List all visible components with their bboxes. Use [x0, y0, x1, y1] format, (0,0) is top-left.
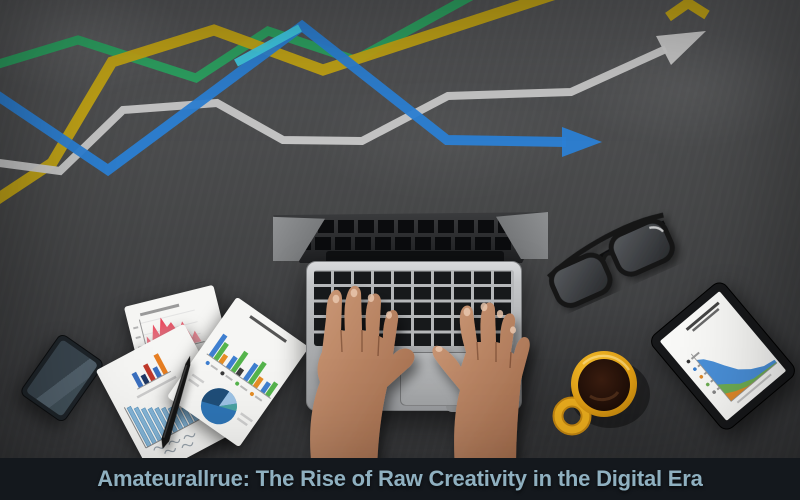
pen [161, 355, 191, 449]
tablet [647, 278, 799, 434]
grouped-bar-and-pie-chart [188, 315, 287, 427]
coffee-swirl [589, 391, 620, 402]
rim-highlight [582, 354, 631, 371]
blue-trend-line [0, 19, 567, 177]
tablet-area-chart [685, 301, 778, 404]
tablet-screen [659, 291, 787, 421]
cyan-overlap-segment [234, 24, 302, 67]
fingernails [332, 288, 516, 352]
paper-bar-pie-chart [166, 296, 310, 448]
blue-arrowhead-icon [562, 127, 602, 157]
legend-dots [205, 360, 263, 402]
caption-text: Amateurallrue: The Rise of Raw Creativit… [97, 466, 703, 491]
paper-pareto-chart [95, 323, 241, 477]
pie-chart [200, 388, 237, 425]
right-hand [432, 302, 530, 470]
right-lens [608, 218, 675, 277]
left-hand [310, 285, 415, 470]
left-lens [549, 252, 613, 308]
laptop-hinge [326, 251, 504, 264]
finger-creases [340, 329, 512, 369]
grouped-3d-bars [206, 333, 279, 399]
coffee-surface [578, 359, 630, 411]
pareto-bar-chart [123, 353, 217, 454]
nose-bridge [601, 251, 614, 263]
yellow-trend-line-tip [665, 0, 710, 22]
white-arrowhead-icon [656, 31, 706, 65]
caption-bar: Amateurallrue: The Rise of Raw Creativit… [0, 458, 800, 500]
lens-glint [649, 226, 664, 233]
